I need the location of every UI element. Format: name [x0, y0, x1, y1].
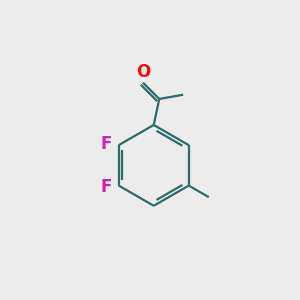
Text: F: F: [100, 135, 112, 153]
Text: F: F: [100, 178, 112, 196]
Text: O: O: [136, 63, 150, 81]
